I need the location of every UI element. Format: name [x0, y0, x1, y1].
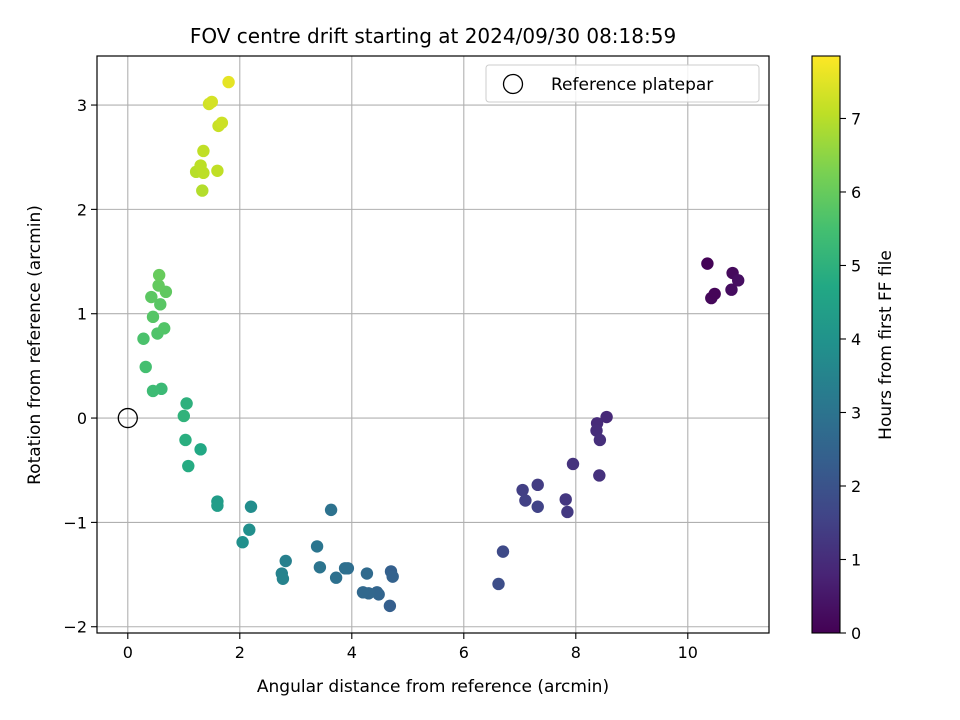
colorbar-tick-label: 3: [851, 403, 861, 422]
reference-platepar-marker: [117, 407, 138, 429]
data-point: [152, 279, 165, 292]
data-point: [236, 536, 249, 549]
data-point: [196, 184, 209, 197]
x-tick-label: 2: [235, 643, 245, 662]
data-point: [222, 75, 235, 89]
data-point: [360, 567, 374, 580]
data-point: [194, 443, 207, 456]
colorbar-ticks: 0 1 2 3 4 5 6 7: [840, 109, 861, 643]
data-point: [158, 322, 171, 335]
data-point: [531, 500, 544, 513]
data-point: [139, 360, 152, 374]
data-point: [154, 298, 167, 311]
data-point: [496, 545, 510, 558]
data-point: [701, 257, 714, 270]
data-point: [313, 561, 327, 574]
data-point: [279, 554, 292, 568]
plot-area: [97, 56, 769, 633]
data-point: [383, 599, 397, 613]
x-tick-label: 8: [571, 643, 581, 662]
colorbar-tick-label: 6: [851, 183, 861, 202]
colorbar-tick-label: 2: [851, 477, 861, 496]
data-point: [590, 424, 603, 437]
data-point: [593, 469, 606, 482]
colorbar-tick-label: 4: [851, 330, 861, 349]
data-point: [708, 287, 721, 301]
data-point: [145, 290, 158, 304]
data-point: [561, 505, 574, 519]
legend: Reference platepar: [485, 64, 760, 103]
data-point: [152, 268, 166, 282]
data-point: [732, 274, 745, 287]
x-tick-label: 10: [678, 643, 698, 662]
data-point: [386, 570, 399, 583]
data-point: [146, 310, 160, 324]
data-point: [243, 523, 256, 536]
plot-frame: [96, 55, 770, 634]
data-point: [244, 500, 258, 513]
data-point: [593, 433, 607, 447]
data-point: [182, 459, 195, 473]
data-point: [180, 397, 193, 410]
data-point: [215, 116, 229, 129]
colorbar-tick-label: 5: [851, 256, 861, 275]
data-point: [329, 571, 343, 584]
colorbar-tick-label: 0: [851, 624, 861, 643]
x-tick-label: 6: [459, 643, 469, 662]
data-point: [211, 499, 224, 512]
chart-title: FOV centre drift starting at 2024/09/30 …: [190, 24, 676, 48]
y-tick-label: −1: [63, 513, 87, 532]
data-point: [566, 457, 580, 471]
data-point: [179, 433, 192, 447]
axis-ticks: 0 2 4 6 8 10 −2 −1 0 1 2 3: [63, 96, 698, 662]
colorbar-tick-label: 7: [851, 109, 861, 128]
data-point: [137, 332, 150, 345]
data-point: [211, 164, 224, 177]
data-point: [600, 410, 613, 424]
data-point: [276, 572, 290, 585]
data-point: [492, 577, 505, 591]
colorbar-label: Hours from first FF file: [876, 250, 896, 440]
colorbar-tick-label: 1: [851, 550, 861, 569]
data-point: [519, 494, 532, 507]
data-point: [725, 283, 738, 296]
y-tick-label: 3: [77, 96, 87, 115]
data-point: [177, 409, 190, 423]
data-point: [197, 166, 210, 180]
data-point: [559, 493, 572, 506]
legend-label: Reference platepar: [551, 75, 713, 95]
data-point: [338, 562, 352, 575]
data-point: [516, 483, 529, 497]
legend-marker: [502, 73, 524, 95]
colorbar: [811, 55, 841, 634]
data-point: [205, 95, 218, 109]
y-tick-label: −2: [63, 618, 87, 637]
data-point: [310, 540, 324, 553]
x-tick-label: 4: [347, 643, 357, 662]
legend-box: [485, 64, 760, 103]
y-tick-label: 2: [77, 200, 87, 219]
data-point: [324, 503, 338, 517]
data-point: [146, 384, 160, 398]
x-tick-label: 0: [123, 643, 133, 662]
data-point: [197, 144, 210, 158]
data-point: [531, 478, 544, 492]
y-axis-label: Rotation from reference (arcmin): [25, 205, 45, 485]
y-tick-label: 0: [77, 409, 87, 428]
x-axis-label: Angular distance from reference (arcmin): [257, 677, 609, 697]
data-points: [137, 75, 745, 613]
y-tick-label: 1: [77, 305, 87, 324]
data-point: [356, 586, 370, 599]
